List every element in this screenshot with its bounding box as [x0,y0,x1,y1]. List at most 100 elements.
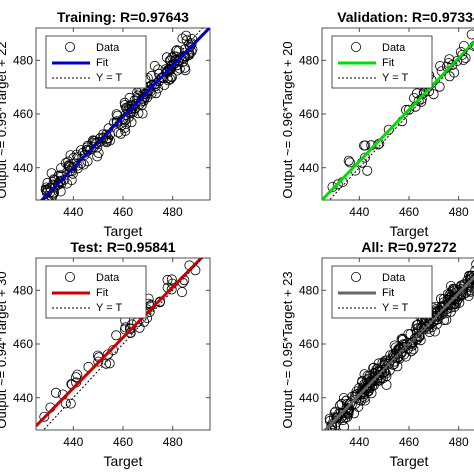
data-point [154,296,165,307]
legend-entry: Y = T [382,302,408,314]
data-point [334,400,345,411]
data-point [444,54,455,65]
x-tick-label: 440 [63,205,83,219]
data-point [71,372,82,383]
data-point [88,135,99,146]
plot-title: All: R=0.97272 [361,239,457,255]
y-tick-label: 480 [13,283,33,297]
plot-panel-1: 440 460 480 440 460 480 Training: R=0.97643 Tar… [0,9,211,239]
legend-entry: Y = T [96,302,122,314]
data-point [374,370,385,381]
data-point [403,329,414,340]
data-point [177,33,188,44]
data-point [68,152,79,163]
y-axis-label: Output ~= 0.94*Target + 30 [0,271,9,428]
data-point [358,140,369,151]
data-point [173,46,184,57]
y-tick-label: 440 [13,391,33,405]
data-point [449,290,460,301]
data-point [150,88,161,99]
data-point [163,75,174,86]
data-point [362,370,373,381]
x-axis-label: Target [104,453,143,469]
data-point [176,287,187,298]
y-axis-label: Output ~= 0.95*Target + 22 [0,41,9,198]
data-point [397,334,408,345]
x-tick-label: 480 [163,205,183,219]
y-tick-label: 460 [299,107,319,121]
data-point [428,89,439,100]
data-point [98,132,109,143]
y-axis-label: Output ~= 0.95*Target + 23 [280,271,295,428]
data-point [359,392,370,403]
data-point [126,117,137,128]
y-tick-label: 480 [299,283,319,297]
x-tick-label: 480 [449,205,469,219]
data-point [383,124,394,135]
data-point [78,159,89,170]
data-point [472,278,474,286]
data-point [166,71,177,82]
y-tick-label: 480 [299,53,319,67]
data-point [181,30,192,41]
data-point [119,123,130,134]
data-point [166,72,177,83]
data-point [471,279,474,289]
data-point [366,388,377,399]
data-point [93,356,104,367]
data-point [327,181,338,192]
data-point [111,109,122,120]
data-point [364,380,375,391]
data-point [153,64,164,75]
data-point [470,265,474,276]
data-point [463,290,474,301]
x-tick-label: 460 [399,435,419,449]
identity-line [42,258,204,430]
legend-entry: Y = T [382,72,408,84]
legend-entry: Fit [382,287,394,299]
data-point [434,81,445,92]
plot-title: Training: R=0.97643 [57,9,189,25]
legend-marker-data [65,271,76,282]
legend-entry: Data [96,42,120,54]
data-point [101,358,112,369]
data-point [50,182,61,193]
x-tick-label: 460 [113,435,133,449]
x-tick-label: 440 [349,205,369,219]
legend-entry: Fit [96,57,108,69]
data-point [362,165,373,176]
legend: Data Fit Y = T [331,265,433,319]
data-point [46,168,57,179]
data-point [405,329,416,340]
data-point [166,274,177,285]
legend-marker-data [65,42,76,53]
data-point [343,155,354,166]
legend-entry: Fit [96,287,108,299]
data-point [466,29,474,40]
data-point [471,259,474,269]
data-point [442,289,453,300]
data-point [95,133,106,144]
x-tick-label: 440 [349,435,369,449]
data-point [55,176,66,187]
data-point [469,283,474,294]
data-point [470,282,474,293]
data-point [111,330,122,341]
data-point [65,398,76,409]
plot-panel-2: 440 460 480 440 460 480 Validation: R=0.97334 T… [280,9,474,239]
data-point [120,322,131,333]
y-tick-label: 440 [299,391,319,405]
data-point [332,179,343,190]
legend-entry: Data [382,272,406,284]
data-point [391,349,402,360]
data-point [167,52,178,63]
data-point [161,52,172,63]
data-point [406,346,417,357]
data-layer [39,28,210,200]
plot-panel-3: 440 460 480 440 460 480 Test: R=0.95841 Target O… [0,239,211,469]
data-point [449,67,460,78]
legend-entry: Y = T [96,72,122,84]
legend-entry: Data [96,272,120,284]
data-point [130,99,141,110]
